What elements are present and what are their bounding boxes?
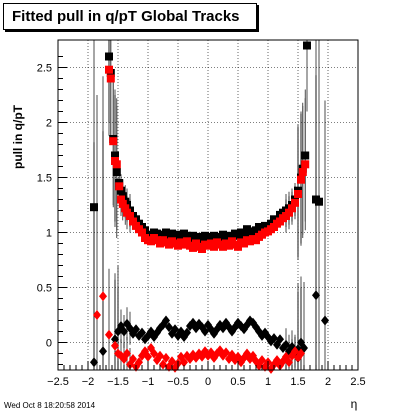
x-tick-label: 2: [325, 376, 331, 388]
data-point-square: [118, 199, 127, 208]
data-point-square: [138, 228, 146, 237]
data-point-square: [105, 65, 113, 74]
data-point-diamond: [132, 324, 140, 335]
data-point-diamond: [93, 310, 101, 320]
data-point-square: [240, 230, 248, 239]
x-tick-label: 0.5: [230, 376, 245, 388]
data-point-diamond: [270, 333, 278, 344]
data-point-square: [115, 182, 124, 191]
data-point-diamond: [285, 357, 293, 368]
data-point-diamond: [156, 350, 164, 361]
data-point-square: [106, 74, 115, 83]
data-point-diamond: [291, 346, 299, 357]
data-point-square: [126, 212, 134, 220]
data-point-square: [225, 241, 233, 250]
data-point-square: [255, 223, 263, 231]
data-point-square: [315, 197, 323, 206]
data-point-square: [117, 186, 125, 195]
data-point-diamond: [276, 334, 284, 345]
x-tick-label: −2: [82, 376, 95, 388]
data-point-diamond: [258, 355, 266, 366]
data-point-square: [297, 175, 305, 184]
data-point-diamond: [159, 359, 167, 370]
data-point-diamond: [111, 340, 119, 351]
data-point-diamond: [222, 347, 230, 358]
data-point-diamond: [183, 327, 191, 338]
y-tick-label: 2: [46, 118, 52, 130]
data-point-square: [168, 229, 176, 238]
data-point-square: [301, 151, 310, 160]
x-tick-label: 0: [205, 376, 211, 388]
x-tick-label: −1.5: [107, 376, 129, 388]
data-point-square: [301, 160, 310, 169]
data-point-square: [121, 204, 130, 213]
timestamp: Wed Oct 8 18:20:58 2014: [4, 401, 96, 410]
data-point-square: [109, 137, 118, 146]
axes: −2.5 −2 −1.5 −1 −0.5 0 0.5 1 1.5 2 2.5 0 0.5 1 1.5 2 2.5: [37, 56, 366, 388]
x-tick-label: 2.5: [350, 376, 365, 388]
data-point-diamond: [201, 326, 209, 337]
y-tick-label: 0: [46, 338, 52, 350]
chart-title: Fitted pull in q/pT Global Tracks: [12, 8, 240, 25]
y-tick-label: 2.5: [37, 63, 52, 75]
data-point-diamond: [162, 352, 170, 363]
data-point-diamond: [111, 334, 119, 345]
data-point-diamond: [99, 291, 107, 302]
data-point-square: [198, 245, 206, 253]
x-tick-label: −1: [142, 376, 155, 388]
y-axis-label: pull in q/pT: [11, 104, 25, 169]
data-point-square: [291, 198, 299, 207]
y-tick-label: 1: [46, 228, 52, 240]
y-tick-label: 0.5: [37, 283, 52, 295]
data-point-diamond: [105, 329, 113, 340]
data-point-square: [243, 225, 251, 234]
chart-title-box: Fitted pull in q/pT Global Tracks: [3, 3, 257, 30]
data-point-square: [90, 203, 98, 212]
data-point-diamond: [90, 357, 98, 368]
data-point-square: [294, 190, 302, 198]
data-point-diamond: [180, 357, 188, 368]
y-tick-label: 1.5: [37, 173, 52, 185]
data-point-diamond: [123, 348, 131, 359]
data-point-square: [303, 41, 311, 50]
data-point-square: [105, 52, 113, 61]
data-point-square: [183, 237, 191, 246]
data-point-square: [210, 242, 218, 251]
data-point-square: [234, 242, 242, 251]
data-point-square: [112, 168, 121, 176]
data-point-diamond: [282, 339, 290, 350]
data-point-square: [111, 151, 119, 160]
data-point-diamond: [321, 315, 329, 326]
x-tick-label: 1: [265, 376, 271, 388]
data-marks: [90, 41, 329, 374]
data-point-square: [288, 204, 296, 213]
data-point-square: [162, 228, 170, 237]
data-point-diamond: [297, 348, 305, 359]
data-point-square: [189, 243, 197, 252]
data-point-diamond: [150, 348, 158, 359]
data-point-diamond: [165, 322, 173, 333]
data-point-diamond: [162, 315, 170, 326]
data-point-square: [198, 236, 206, 245]
data-point-diamond: [312, 290, 320, 301]
x-tick-label: −2.5: [47, 376, 69, 388]
x-tick-label: 1.5: [290, 376, 305, 388]
data-point-diamond: [120, 326, 128, 337]
data-point-diamond: [171, 324, 179, 335]
data-point-square: [117, 195, 125, 204]
data-point-diamond: [99, 346, 107, 357]
data-point-square: [285, 208, 293, 217]
data-point-diamond: [144, 351, 152, 362]
data-point-diamond: [138, 327, 146, 338]
x-axis-label: η: [351, 397, 358, 411]
x-tick-label: −0.5: [167, 376, 189, 388]
data-point-square: [298, 168, 307, 176]
data-point-diamond: [129, 354, 137, 364]
data-point-diamond: [168, 356, 176, 367]
data-point-square: [112, 160, 121, 169]
data-point-diamond: [135, 357, 143, 368]
data-point-square: [129, 217, 137, 226]
